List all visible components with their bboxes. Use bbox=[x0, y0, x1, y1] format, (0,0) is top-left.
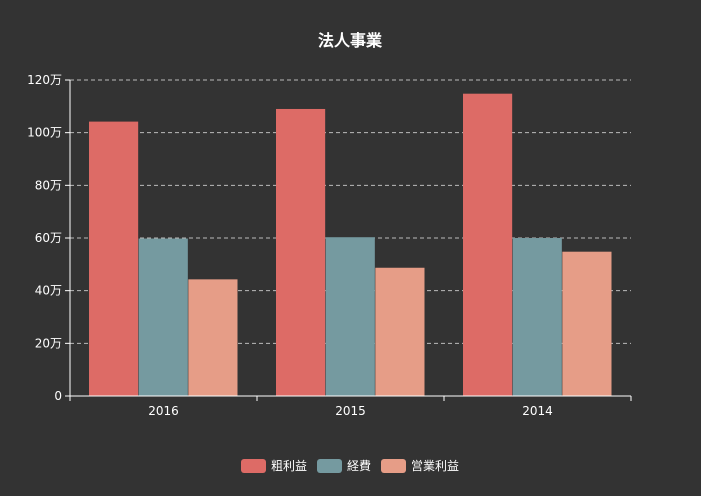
y-tick-label: 20万 bbox=[35, 336, 62, 350]
y-tick-label: 0 bbox=[54, 389, 62, 403]
bars: 粗利益 2016: 1042000経費 2016: 598000営業利益 201… bbox=[89, 93, 612, 397]
legend-item-経費[interactable]: 経費 bbox=[317, 458, 371, 473]
legend-label: 営業利益 bbox=[411, 459, 459, 473]
y-tick-label: 60万 bbox=[35, 231, 62, 245]
y-axis-ticks: 0 20万 40万 60万 80万 100万 120万 bbox=[27, 73, 70, 403]
bar-営業利益-2016[interactable]: 営業利益 2016: 443000 bbox=[188, 279, 238, 396]
legend-item-粗利益[interactable]: 粗利益 bbox=[241, 459, 307, 473]
y-tick-label: 120万 bbox=[27, 73, 62, 87]
x-tick-label: 2015 bbox=[335, 404, 366, 418]
x-tick-label: 2014 bbox=[522, 404, 553, 418]
bar-営業利益-2015[interactable]: 営業利益 2015: 487000 bbox=[375, 267, 425, 396]
bar-経費-2015[interactable]: 経費 2015: 603000 bbox=[325, 237, 375, 396]
bar-経費-2016[interactable]: 経費 2016: 598000 bbox=[138, 238, 188, 396]
y-tick-label: 100万 bbox=[27, 126, 62, 140]
legend-swatch bbox=[381, 459, 406, 473]
legend-swatch bbox=[241, 459, 266, 473]
bar-経費-2014[interactable]: 経費 2014: 600000 bbox=[512, 238, 562, 396]
y-tick-label: 40万 bbox=[35, 284, 62, 298]
bar-粗利益-2015[interactable]: 粗利益 2015: 1090000 bbox=[276, 108, 326, 396]
x-tick-label: 2016 bbox=[148, 404, 179, 418]
bar-粗利益-2014[interactable]: 粗利益 2014: 1148000 bbox=[463, 93, 513, 397]
legend[interactable]: 粗利益 経費 営業利益 bbox=[241, 458, 459, 473]
legend-label: 経費 bbox=[347, 458, 371, 473]
bar-粗利益-2016[interactable]: 粗利益 2016: 1042000 bbox=[89, 121, 139, 397]
legend-item-営業利益[interactable]: 営業利益 bbox=[381, 459, 459, 473]
y-tick-label: 80万 bbox=[35, 178, 62, 192]
legend-label: 粗利益 bbox=[271, 459, 307, 473]
chart-title: 法人事業 bbox=[318, 31, 383, 50]
bar-営業利益-2014[interactable]: 営業利益 2014: 548000 bbox=[562, 251, 612, 396]
legend-swatch bbox=[317, 459, 342, 473]
x-axis-ticks: 2016 2015 2014 bbox=[69, 396, 632, 418]
